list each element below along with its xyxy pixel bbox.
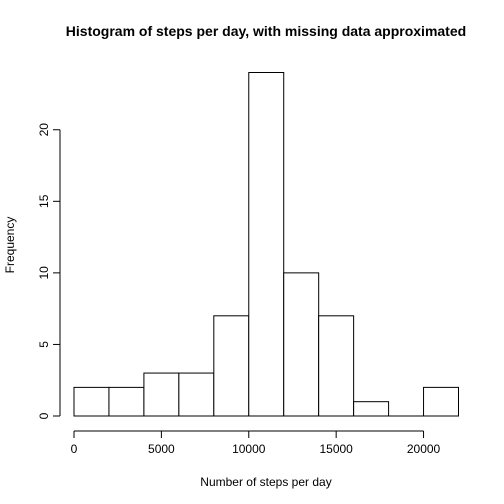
chart-title: Histogram of steps per day, with missing… [66, 23, 466, 39]
histogram-bar [73, 386, 110, 417]
histogram-bar [353, 401, 390, 417]
x-tick-label: 10000 [232, 442, 266, 456]
histogram-bars [73, 72, 459, 417]
histogram-bar [318, 315, 355, 417]
histogram-bar [423, 386, 459, 417]
x-tick-label: 5000 [148, 442, 175, 456]
histogram-bar [178, 372, 215, 417]
histogram-bar [143, 372, 180, 417]
x-tick-label: 15000 [319, 442, 353, 456]
y-axis-label: Frequency [3, 217, 17, 274]
x-tick-label: 0 [71, 442, 78, 456]
y-tick-label: 5 [37, 341, 51, 348]
x-tick-label: 20000 [407, 442, 441, 456]
x-axis-label: Number of steps per day [200, 475, 331, 489]
y-axis: 0 5 10 15 20 [37, 123, 61, 419]
histogram-bar [108, 386, 145, 417]
y-tick-label: 15 [37, 194, 51, 208]
histogram-bar [213, 315, 250, 417]
x-axis: 0 5000 10000 15000 20000 [71, 430, 441, 456]
y-tick-label: 0 [37, 412, 51, 419]
histogram-bar [248, 72, 285, 417]
y-tick-label: 20 [37, 123, 51, 137]
y-tick-label: 10 [37, 266, 51, 280]
histogram-bar [283, 272, 320, 417]
